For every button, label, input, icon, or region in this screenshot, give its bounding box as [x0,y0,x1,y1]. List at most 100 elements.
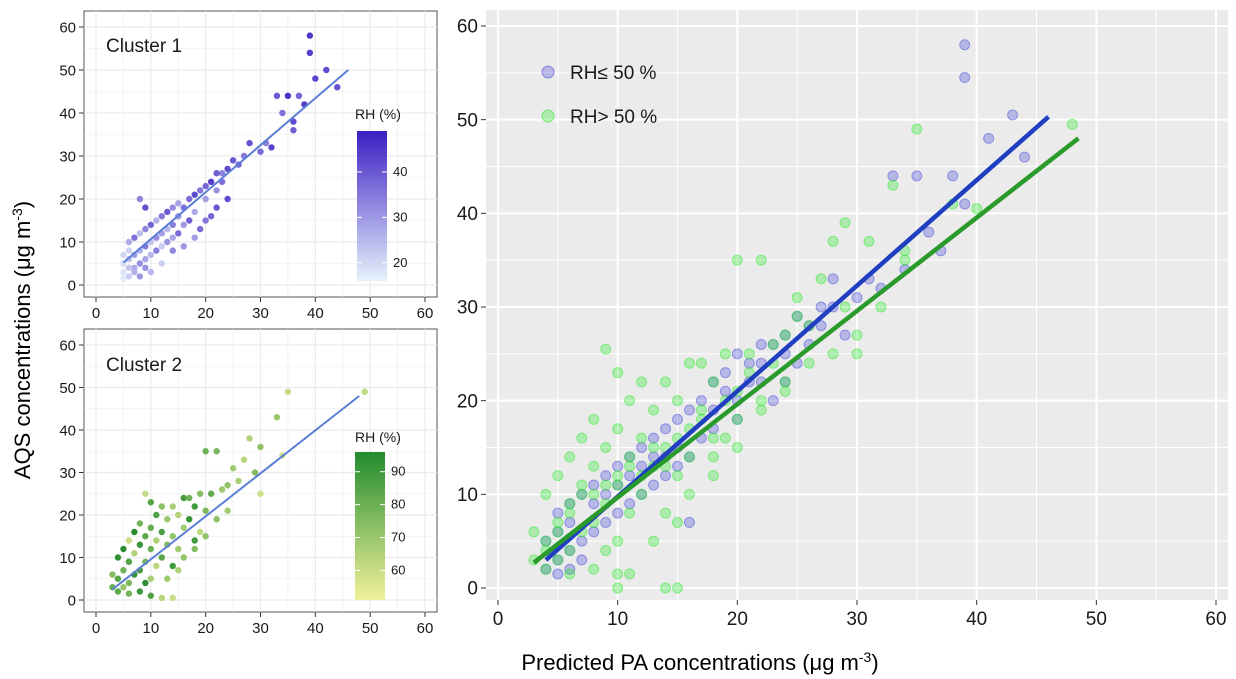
data-point-rh-high [588,488,600,500]
data-point [175,200,182,207]
data-point-rh-high [564,507,576,519]
data-point [164,516,171,523]
data-point [273,92,281,100]
data-point-rh-low [600,516,612,528]
data-point-rh-low [552,526,564,538]
data-point [147,268,155,276]
data-point-rh-high [540,488,552,500]
data-point-rh-high [540,563,552,575]
data-point-rh-low [552,507,564,519]
data-point [153,537,160,544]
data-point [131,234,138,241]
data-point-rh-high [672,395,683,407]
y-tick-label: 30 [59,148,76,165]
x-tick-label: 60 [1205,609,1226,630]
data-point-rh-high [612,535,624,547]
data-point-rh-low [672,413,683,425]
data-point [125,558,133,565]
data-point-rh-high [815,273,827,285]
data-point [142,264,149,271]
data-point-rh-low [612,479,624,491]
panel-title: Cluster 2 [106,355,182,376]
data-point [158,260,165,267]
data-point [125,537,133,544]
x-tick-label: 50 [362,620,379,637]
data-point [158,243,165,250]
data-point-rh-low [612,507,624,519]
data-point-rh-high [683,357,695,369]
data-point-rh-low [636,460,648,472]
data-point [202,533,209,540]
colorbar-tick-label: 90 [391,464,405,479]
x-tick-label: 50 [362,305,379,322]
data-point-rh-high [600,545,612,557]
data-point-rh-high [839,217,851,229]
data-point [125,238,133,246]
data-point [136,195,144,203]
data-point [169,562,176,570]
data-point-rh-high [588,460,600,472]
y-tick-label: 30 [59,465,76,482]
data-point-rh-low [564,545,576,557]
data-point-rh-low [719,367,731,379]
x-tick-label: 10 [607,609,628,630]
fit-line [111,395,360,591]
data-point [158,528,165,536]
data-point-rh-high [695,357,707,369]
data-point [169,234,176,241]
data-point [136,520,144,527]
data-point [202,182,209,190]
data-point [125,264,133,271]
data-point-rh-high [707,470,719,482]
data-point-rh-low [719,385,731,397]
data-point-rh-high [791,292,803,304]
data-point-rh-high [899,254,911,266]
data-point-rh-high [731,413,743,425]
data-point-rh-high [719,432,731,444]
data-point [191,545,198,553]
data-point [191,537,198,544]
data-point [196,187,204,194]
data-point [147,524,155,531]
data-point-rh-low [767,395,779,407]
data-point-rh-high [552,526,564,538]
data-point [169,247,176,254]
data-point [136,273,144,280]
y-tick-label: 60 [457,17,478,38]
data-point-rh-high [791,310,803,322]
y-tick-label: 20 [457,391,478,412]
data-point [207,490,215,497]
data-point [279,109,286,117]
data-point [246,139,253,147]
y-tick-label: 10 [59,234,76,251]
data-point [213,516,220,523]
data-point [175,567,182,574]
fit-line-rh-high [532,136,1080,565]
data-point [268,144,275,151]
data-point [153,247,160,254]
data-point-rh-high [600,442,612,453]
data-point-rh-high [1066,118,1078,130]
data-point [147,575,155,582]
data-point-rh-low [552,568,564,580]
data-point-rh-high [755,395,767,407]
data-point-rh-high [588,563,600,575]
data-point-rh-high [528,526,540,538]
colorbar-tick-label: 40 [393,164,407,179]
data-point-rh-high [839,301,851,313]
data-point [125,273,133,280]
data-point [180,221,187,228]
data-point-rh-high [827,348,839,360]
data-point-rh-high [564,498,576,510]
data-point [136,230,144,237]
data-point [213,170,220,177]
y-tick-label: 0 [68,592,76,609]
y-tick-label: 50 [457,110,478,131]
y-tick-label: 40 [59,422,76,439]
data-point [136,260,144,267]
data-point-rh-low [827,273,839,285]
data-point-rh-high [755,404,767,416]
data-point-rh-low [887,170,899,182]
data-point [224,482,231,489]
x-tick-label: 20 [197,305,214,322]
